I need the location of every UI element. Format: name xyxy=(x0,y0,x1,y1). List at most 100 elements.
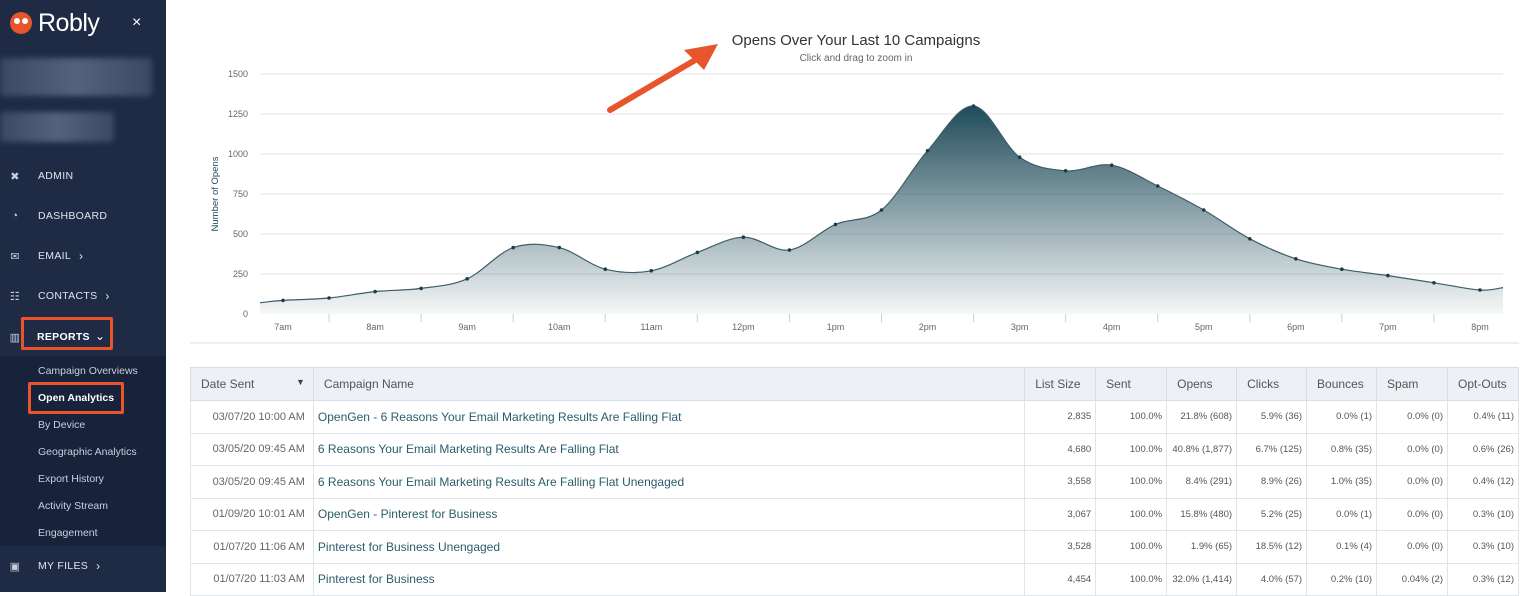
cell-campaign-name[interactable]: 6 Reasons Your Email Marketing Results A… xyxy=(312,465,1026,499)
nav-my-files[interactable]: ▣ MY FILES › xyxy=(0,554,166,578)
submenu-campaign-overviews[interactable]: Campaign Overviews xyxy=(38,365,138,377)
cell-clicks: 6.7% (125) xyxy=(1236,432,1308,466)
gauge-icon: ◔ xyxy=(11,210,19,222)
data-point xyxy=(1386,273,1390,278)
cell-campaign-name[interactable]: OpenGen - 6 Reasons Your Email Marketing… xyxy=(312,400,1026,434)
x-tick-label: 7pm xyxy=(1379,322,1397,332)
table-row[interactable]: 01/09/20 10:01 AM OpenGen - Pinterest for… xyxy=(190,497,1520,531)
reports-highlight-box xyxy=(21,317,113,350)
data-point xyxy=(1109,163,1114,167)
submenu-by-device[interactable]: By Device xyxy=(38,419,86,431)
y-tick-label: 250 xyxy=(233,269,248,279)
table-row[interactable]: 03/05/20 09:45 AM 6 Reasons Your Email Ma… xyxy=(190,432,1520,466)
x-tick-label: 4pm xyxy=(1103,322,1121,332)
data-point xyxy=(1247,237,1252,241)
cell-clicks: 18.5% (12) xyxy=(1236,530,1308,564)
nav-reports[interactable]: ▥ xyxy=(0,325,166,349)
close-icon[interactable]: × xyxy=(132,14,142,31)
envelope-icon: ✉ xyxy=(10,250,20,263)
cell-date-sent: 03/05/20 09:45 AM xyxy=(190,465,314,499)
col-bounces[interactable]: Bounces xyxy=(1306,367,1378,401)
nav-dashboard[interactable]: ◔ DASHBOARD xyxy=(0,204,166,228)
y-tick-label: 0 xyxy=(243,309,248,319)
submenu-export-history[interactable]: Export History xyxy=(38,473,104,485)
nav-contacts[interactable]: ☷ CONTACTS › xyxy=(0,284,166,308)
cell-campaign-name[interactable]: Pinterest for Business Unengaged xyxy=(312,530,1026,564)
opens-area xyxy=(260,105,1503,314)
cell-opens: 21.8% (608) xyxy=(1166,400,1238,434)
cell-date-sent: 03/07/20 10:00 AM xyxy=(190,400,314,434)
data-point xyxy=(695,250,700,255)
data-point xyxy=(419,286,423,291)
cell-list-size: 3,528 xyxy=(1024,530,1097,564)
table-row[interactable]: 03/07/20 10:00 AM OpenGen - 6 Reasons You… xyxy=(190,400,1520,434)
opens-chart[interactable]: 0 250 500 750 1000 1250 1500 Number of Opens 7am… xyxy=(166,0,1536,350)
chart-icon: ▥ xyxy=(9,331,21,344)
cell-opens: 15.8% (480) xyxy=(1166,497,1238,531)
x-tick-label: 3pm xyxy=(1011,322,1029,332)
cell-date-sent: 01/07/20 11:06 AM xyxy=(190,530,314,564)
campaigns-table: Date Sent ▼ Campaign Name List Size Sent … xyxy=(190,367,1520,596)
table-row[interactable]: 03/05/20 09:45 AM 6 Reasons Your Email Ma… xyxy=(190,465,1520,499)
col-list-size[interactable]: List Size xyxy=(1024,367,1097,401)
cell-clicks: 5.9% (36) xyxy=(1236,400,1308,434)
cell-date-sent: 01/09/20 10:01 AM xyxy=(190,497,314,531)
y-tick-label: 500 xyxy=(233,229,248,239)
y-tick-label: 1500 xyxy=(228,69,248,79)
x-tick-label: 6pm xyxy=(1287,322,1305,332)
cell-date-sent: 03/05/20 09:45 AM xyxy=(190,432,314,466)
table-row[interactable]: 01/07/20 11:06 AM Pinterest for Business … xyxy=(190,530,1520,564)
x-tick-label: 10am xyxy=(548,322,571,332)
data-point xyxy=(833,222,838,227)
data-point xyxy=(741,235,746,239)
data-point xyxy=(557,245,562,250)
nav-reports-label: REPORTS xyxy=(37,331,90,343)
annotation-arrow-shaft xyxy=(607,53,705,113)
col-sent[interactable]: Sent xyxy=(1095,367,1168,401)
y-tick-label: 750 xyxy=(233,189,248,199)
submenu-activity-stream[interactable]: Activity Stream xyxy=(38,500,109,512)
data-point xyxy=(603,267,608,272)
submenu-open-analytics[interactable]: Open Analytics xyxy=(38,392,115,404)
chevron-right-icon: › xyxy=(105,289,110,303)
table-row[interactable]: 01/07/20 11:03 AM Pinterest for Business 4… xyxy=(190,562,1520,596)
y-axis-label: Number of Opens xyxy=(210,156,221,231)
y-tick-label: 1000 xyxy=(228,149,248,159)
data-point xyxy=(1063,169,1068,173)
x-tick-label: 5pm xyxy=(1195,322,1213,332)
data-point xyxy=(1478,288,1482,292)
cell-opens: 8.4% (291) xyxy=(1166,465,1238,499)
cell-campaign-name[interactable]: OpenGen - Pinterest for Business xyxy=(312,497,1026,531)
col-clicks[interactable]: Clicks xyxy=(1236,367,1308,401)
x-tick-label: 2pm xyxy=(919,322,937,332)
col-date-sent[interactable]: Date Sent ▼ xyxy=(190,367,314,401)
cell-list-size: 3,067 xyxy=(1024,497,1097,531)
sort-desc-icon[interactable]: ▼ xyxy=(296,377,305,387)
col-spam[interactable]: Spam xyxy=(1376,367,1448,401)
data-point xyxy=(1155,184,1160,188)
cell-bounces: 0.1% (4) xyxy=(1306,530,1378,564)
robly-logo[interactable]: Robly xyxy=(10,8,100,38)
cell-spam: 0.0% (0) xyxy=(1376,465,1448,499)
nav-admin-label: ADMIN xyxy=(38,170,74,182)
col-opens[interactable]: Opens xyxy=(1166,367,1238,401)
cell-sent: 100.0% xyxy=(1095,530,1168,564)
x-tick-label: 11am xyxy=(640,322,662,332)
col-opt-outs[interactable]: Opt-Outs xyxy=(1446,367,1520,401)
cell-campaign-name[interactable]: 6 Reasons Your Email Marketing Results A… xyxy=(312,432,1026,466)
submenu-geographic-analytics[interactable]: Geographic Analytics xyxy=(38,446,137,458)
data-point xyxy=(971,104,976,108)
chart-title: Opens Over Your Last 10 Campaigns xyxy=(731,32,981,49)
nav-email[interactable]: ✉ EMAIL › xyxy=(0,244,166,268)
x-tick-label: 7am xyxy=(274,322,292,332)
data-point xyxy=(649,269,654,273)
nav-admin[interactable]: ✖ ADMIN xyxy=(0,164,166,188)
x-tick-label: 12pm xyxy=(732,322,755,332)
cell-campaign-name[interactable]: Pinterest for Business xyxy=(312,562,1026,596)
col-campaign-name[interactable]: Campaign Name xyxy=(312,367,1026,401)
data-point xyxy=(1294,257,1298,261)
submenu-engagement[interactable]: Engagement xyxy=(38,527,98,539)
cell-spam: 0.0% (0) xyxy=(1376,530,1448,564)
chart-subtitle: Click and drag to zoom in xyxy=(799,53,913,64)
cell-sent: 100.0% xyxy=(1095,497,1168,531)
